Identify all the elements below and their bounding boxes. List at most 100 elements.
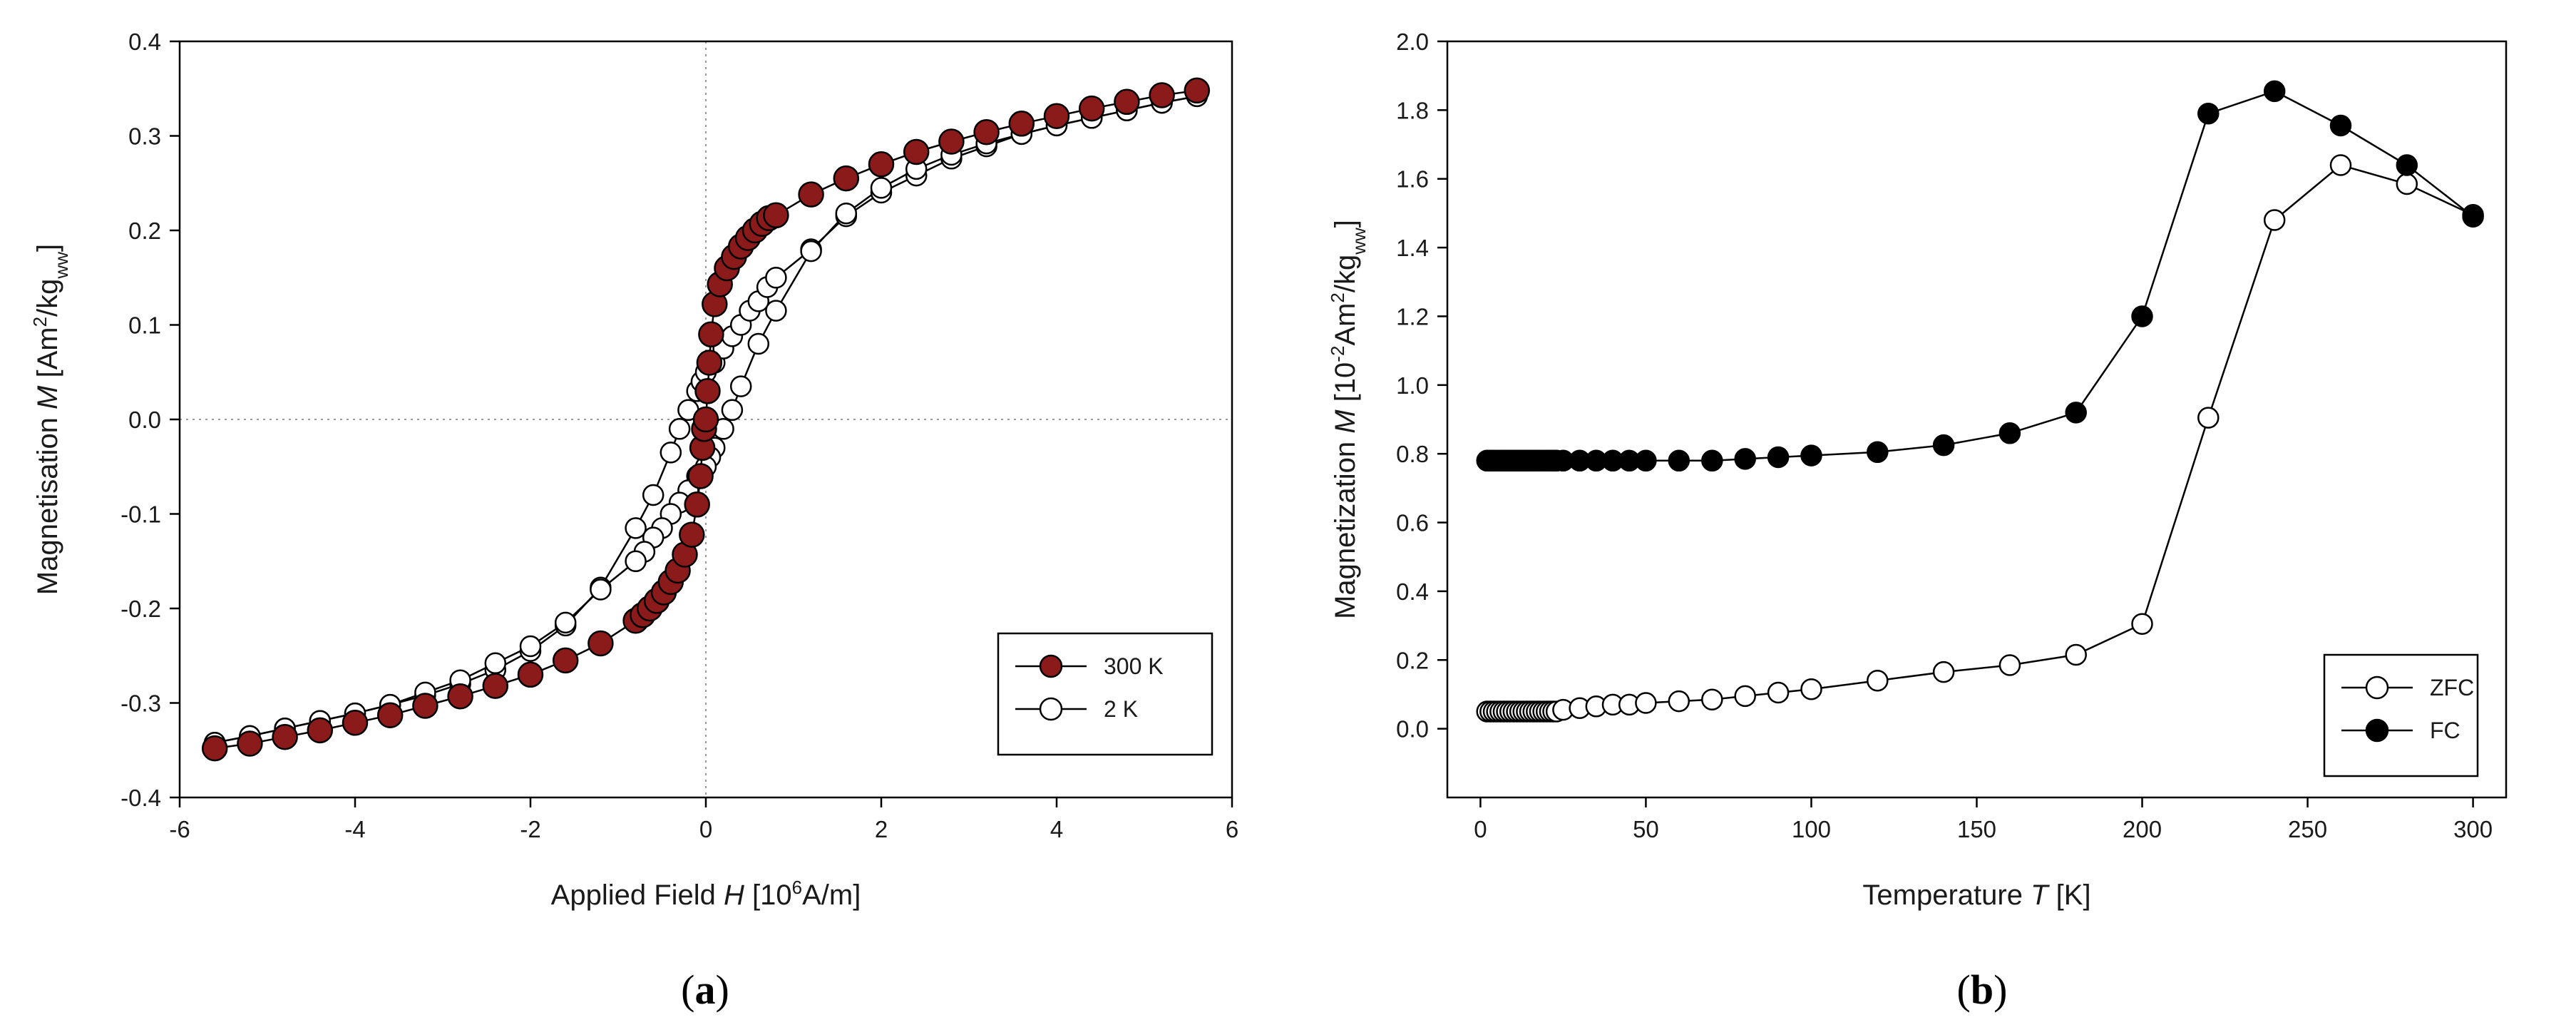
data-point	[376, 702, 404, 728]
panel-a-series	[201, 77, 1211, 762]
panel-b-caption-label: (b)	[1957, 967, 2008, 1013]
data-point	[1635, 449, 1657, 472]
panel-b-zfc-fc-chart: 0 50 100 150 200 250 300 0.0 0.2 0.4 0.6 0.8 1.0 1.2 1…	[1327, 29, 2508, 911]
x-tick-label: 250	[2288, 816, 2327, 842]
y-tick-label: 1.0	[1396, 372, 1429, 399]
panel-a-caption-label: (a)	[681, 967, 729, 1013]
x-tick-label: -2	[520, 816, 540, 842]
data-point	[2197, 407, 2220, 429]
data-point	[2329, 114, 2352, 137]
data-point	[1867, 669, 1889, 692]
legend-marker	[1039, 654, 1063, 678]
y-tick-label: -0.3	[120, 690, 161, 717]
data-point	[625, 550, 647, 573]
y-tick-label: -0.4	[120, 785, 161, 811]
data-point	[1800, 444, 1822, 466]
axis-label-part: [10	[1330, 362, 1361, 410]
data-point	[552, 647, 579, 674]
y-tick-label: 0.2	[1396, 647, 1429, 673]
y-tick-label: 0.4	[1396, 578, 1429, 605]
data-point	[642, 484, 664, 506]
data-point	[2065, 402, 2087, 424]
x-tick-label: 2	[875, 816, 888, 842]
data-point	[870, 177, 893, 199]
panel-a-ticks: -6 -4 -2 0 2 4 6 -0.4 -0.3 -0.2 -0.1 0.0 0.1 0.2 0.3 0.…	[120, 29, 1238, 842]
series-line	[1487, 90, 2474, 462]
panel-a-legend: 300 K 2 K	[997, 632, 1213, 756]
series-zfc	[1476, 154, 2484, 723]
data-point	[2462, 205, 2484, 228]
data-point	[747, 332, 770, 355]
data-point	[1184, 77, 1211, 104]
data-point	[833, 165, 860, 192]
series-fc	[1476, 80, 2484, 472]
data-point	[237, 730, 263, 757]
legend-entry-label: 300 K	[1104, 653, 1164, 679]
y-tick-label: 0.0	[128, 407, 161, 433]
axis-label-part: /kg	[1330, 255, 1361, 292]
axis-label-part: -2	[1327, 346, 1348, 362]
data-point	[2329, 154, 2352, 176]
data-point	[2131, 305, 2153, 327]
x-tick-label: 0	[699, 816, 712, 842]
data-point	[721, 399, 744, 422]
data-point	[517, 661, 544, 688]
panel-b-legend: ZFC FC	[2323, 653, 2479, 777]
axis-label-part: Am	[1330, 303, 1361, 346]
axis-label-part: [10	[744, 879, 792, 911]
data-point	[1867, 441, 1889, 464]
y-tick-label: 0.4	[128, 29, 161, 55]
y-tick-label: -0.2	[120, 596, 161, 622]
data-point	[679, 521, 705, 548]
axis-label-part: ]	[32, 244, 63, 252]
y-tick-label: 0.8	[1396, 441, 1429, 467]
data-point	[1734, 685, 1756, 708]
axis-label-part: H	[724, 879, 744, 911]
data-point	[763, 202, 789, 229]
data-point	[800, 240, 822, 262]
data-point	[2263, 80, 2286, 103]
y-tick-label: 2.0	[1396, 29, 1429, 55]
legend-entry-label: ZFC	[2430, 675, 2474, 700]
data-point	[1149, 82, 1175, 108]
data-point	[1701, 688, 1723, 710]
y-tick-label: 0.1	[128, 312, 161, 339]
x-tick-label: 300	[2453, 816, 2493, 842]
legend-marker	[2365, 718, 2389, 743]
data-point	[342, 710, 369, 736]
axis-label-part: M	[1330, 409, 1361, 434]
data-point	[1998, 654, 2021, 676]
legend-marker	[2365, 675, 2389, 700]
axis-label-part: Temperature	[1862, 879, 2031, 911]
y-tick-label: 1.4	[1396, 235, 1429, 261]
axis-label-part: 6	[792, 877, 802, 898]
axis-label-part: [Am	[32, 327, 63, 385]
data-point	[868, 151, 895, 178]
legend-box	[997, 632, 1213, 756]
axis-label-part: 2	[1327, 292, 1348, 302]
data-point	[938, 128, 965, 155]
data-point	[1078, 95, 1105, 122]
data-point	[590, 578, 612, 601]
legend-box	[2323, 653, 2479, 777]
x-tick-label: 200	[2123, 816, 2162, 842]
x-tick-label: 150	[1957, 816, 1996, 842]
data-point	[2396, 154, 2418, 176]
data-point	[698, 321, 724, 348]
data-point	[1701, 449, 1723, 472]
data-point	[692, 406, 719, 433]
data-point	[798, 181, 824, 208]
data-point	[1932, 434, 1955, 457]
axis-label-part: T	[2031, 879, 2050, 911]
data-point	[482, 673, 509, 699]
panel-a-hysteresis-chart: -6 -4 -2 0 2 4 6 -0.4 -0.3 -0.2 -0.1 0.0 0.1 0.2 0.3 0.…	[29, 29, 1238, 911]
panel-a-y-axis-label: Magnetisation M [Am2/kgww]	[29, 244, 72, 595]
y-tick-label: -0.1	[120, 501, 161, 528]
axis-label-part: Magnetization	[1330, 434, 1361, 619]
data-point	[1734, 448, 1756, 470]
data-point	[1668, 690, 1690, 713]
data-point	[2065, 643, 2087, 666]
data-point	[835, 202, 858, 225]
data-point	[519, 635, 542, 658]
data-point	[694, 378, 721, 404]
